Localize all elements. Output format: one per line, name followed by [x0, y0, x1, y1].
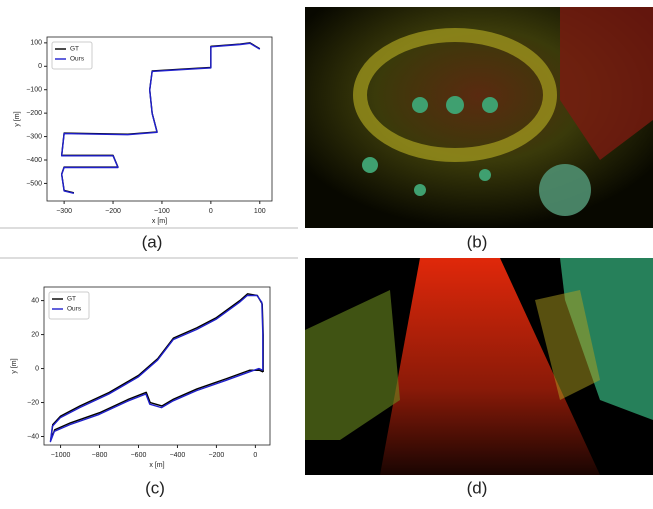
x-tick-label: −1000 [51, 452, 71, 459]
y-tick-label: 0 [38, 63, 42, 70]
x-axis-label: x [m] [149, 462, 164, 469]
x-tick-label: 100 [254, 208, 266, 215]
y-tick-label: −400 [26, 157, 42, 164]
x-tick-label: 0 [253, 452, 257, 459]
legend-label: GT [67, 296, 76, 303]
caption: (a) [142, 232, 163, 251]
y-tick-label: −300 [26, 133, 42, 140]
legend-label: GT [70, 46, 79, 53]
x-tick-label: −200 [209, 452, 225, 459]
y-tick-label: 40 [31, 297, 39, 304]
y-tick-label: 0 [35, 365, 39, 372]
point-cloud-image [305, 7, 653, 228]
caption: (c) [145, 478, 165, 497]
caption: (d) [467, 478, 488, 497]
y-tick-label: −500 [26, 180, 42, 187]
x-tick-label: 0 [209, 208, 213, 215]
y-tick-label: −200 [26, 110, 42, 117]
y-tick-label: 100 [30, 40, 42, 47]
legend-label: Ours [70, 56, 85, 63]
y-tick-label: −100 [26, 87, 42, 94]
y-axis-label: y [m] [11, 358, 18, 373]
x-tick-label: −300 [56, 208, 72, 215]
y-tick-label: −20 [27, 399, 39, 406]
y-axis-label: y [m] [14, 111, 21, 126]
figure: (a) (b) (c) (d) −300−200−10001001000−100… [0, 0, 653, 504]
x-axis-label: x [m] [152, 218, 167, 225]
x-tick-label: −100 [154, 208, 170, 215]
legend-label: Ours [67, 306, 82, 313]
y-tick-label: 20 [31, 331, 39, 338]
x-tick-label: −800 [92, 452, 108, 459]
point-cloud-image [305, 258, 653, 475]
x-tick-label: −200 [105, 208, 121, 215]
x-tick-label: −600 [131, 452, 147, 459]
caption: (b) [467, 232, 488, 251]
x-tick-label: −400 [170, 452, 186, 459]
y-tick-label: −40 [27, 433, 39, 440]
